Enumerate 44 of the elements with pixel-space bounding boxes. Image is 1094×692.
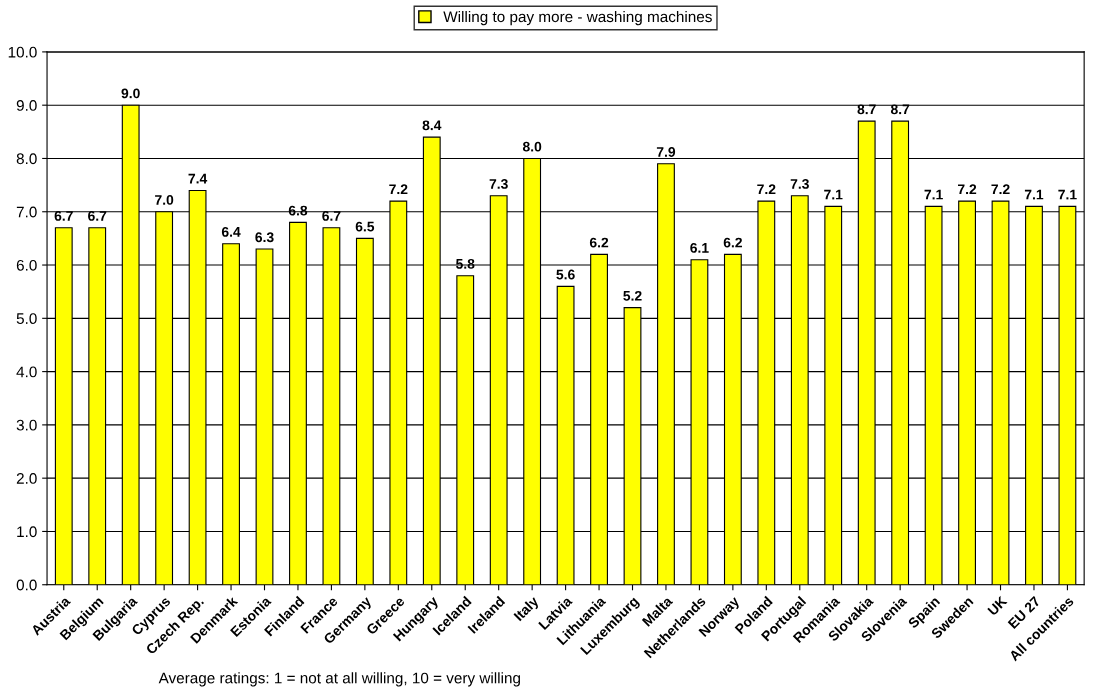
data-label: 8.0: [522, 141, 542, 152]
data-label: 7.1: [924, 189, 943, 200]
y-tick-label: 5.0: [16, 313, 37, 325]
data-label: 8.4: [422, 120, 442, 131]
data-label: 7.1: [824, 189, 843, 200]
data-label: 7.0: [155, 195, 174, 205]
legend-label: Willing to pay more - washing machines: [443, 10, 712, 26]
data-label: 8.7: [857, 104, 876, 115]
y-tick-label: 1.0: [17, 526, 37, 538]
data-label: 9.0: [121, 88, 140, 99]
data-label: 5.6: [556, 269, 575, 280]
data-label: 7.9: [656, 147, 676, 157]
y-tick-label: 8.0: [16, 153, 37, 165]
data-label: 7.3: [489, 179, 508, 189]
data-label: 6.2: [723, 237, 742, 248]
data-label: 7.2: [757, 184, 776, 195]
data-label: 7.2: [958, 184, 977, 195]
y-tick-label: 3.0: [16, 419, 37, 431]
data-label: 7.2: [991, 184, 1010, 195]
data-label: 6.7: [322, 210, 341, 221]
data-label: 6.5: [355, 221, 375, 232]
data-label: 6.7: [54, 210, 73, 221]
data-label: 7.1: [1024, 189, 1044, 200]
data-label: 5.8: [456, 258, 475, 269]
y-tick-label: 2.0: [16, 473, 37, 484]
x-tick-label: UK: [987, 595, 1008, 616]
y-tick-label: 10.0: [8, 46, 37, 58]
data-label: 6.4: [221, 226, 241, 237]
data-label: 6.2: [589, 237, 609, 248]
text: Average ratings: 1 = not at all willing, 10 = very willing: [158, 672, 520, 687]
y-tick-label: 9.0: [16, 100, 37, 111]
y-tick-label: 7.0: [16, 206, 37, 218]
data-label: 7.2: [389, 184, 408, 195]
data-label: 8.7: [890, 104, 910, 115]
data-label: 7.4: [188, 173, 208, 184]
data-label: 6.7: [88, 210, 107, 221]
y-tick-label: 6.0: [16, 259, 37, 271]
data-label: 7.3: [790, 179, 809, 189]
data-label: 6.1: [690, 242, 709, 253]
data-label: 5.2: [623, 290, 642, 301]
y-tick-label: 0.0: [16, 579, 37, 591]
y-tick-label: 4.0: [16, 366, 37, 378]
data-label: 6.3: [255, 232, 274, 243]
data-label: 7.1: [1058, 189, 1077, 200]
